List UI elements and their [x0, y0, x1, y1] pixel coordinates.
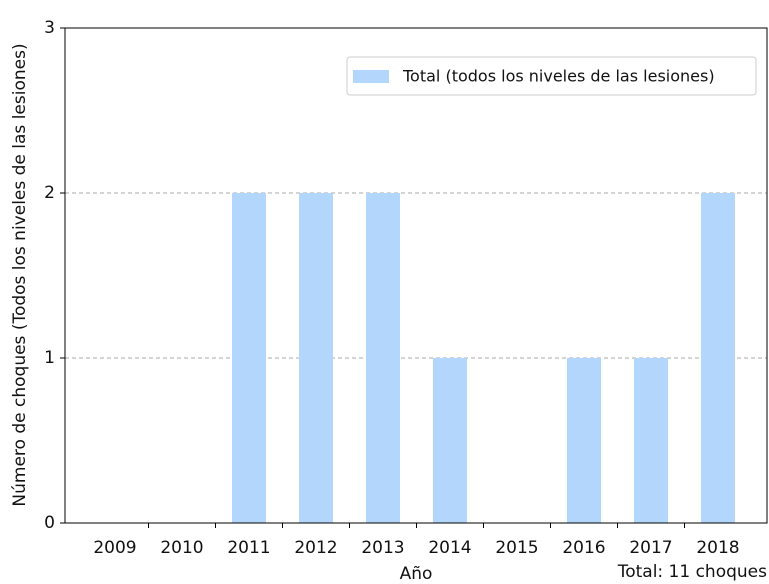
bar	[567, 358, 601, 523]
y-tick-label: 0	[44, 513, 55, 533]
bar	[433, 358, 467, 523]
x-tick-label: 2009	[93, 538, 136, 558]
y-tick-label: 1	[44, 348, 55, 368]
annotation: Total: 11 choques	[617, 562, 767, 582]
bar	[299, 193, 333, 523]
x-axis-label: Año	[400, 564, 433, 584]
x-tick-label: 2011	[227, 538, 270, 558]
x-tick-label: 2017	[629, 538, 672, 558]
x-tick-label: 2015	[495, 538, 538, 558]
plot-frame	[64, 27, 768, 524]
x-tick-label: 2010	[160, 538, 203, 558]
bar	[634, 358, 668, 523]
bar	[701, 193, 735, 523]
x-tick-label: 2016	[562, 538, 605, 558]
x-tick-label: 2014	[428, 538, 471, 558]
x-tick-label: 2018	[696, 538, 739, 558]
bar	[232, 193, 266, 523]
legend-label: Total (todos los niveles de las lesiones…	[402, 67, 715, 86]
legend-box	[346, 56, 757, 96]
y-tick-label: 2	[44, 183, 55, 203]
x-tick-label: 2013	[361, 538, 404, 558]
y-tick-label: 3	[44, 18, 55, 38]
x-tick-label: 2012	[294, 538, 337, 558]
legend-swatch	[353, 70, 389, 83]
bar	[366, 193, 400, 523]
y-axis-label: Número de choques (Todos los niveles de …	[10, 43, 30, 506]
